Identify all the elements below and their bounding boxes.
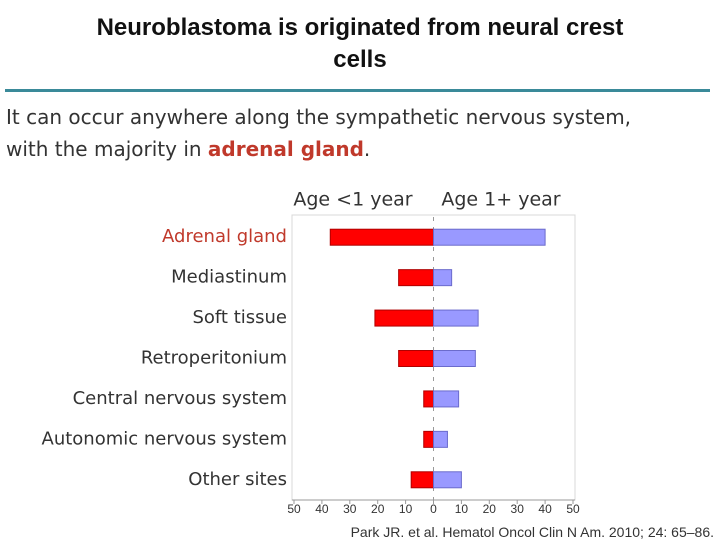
x-tick-label: 30 (511, 502, 525, 516)
title-rule (5, 89, 710, 92)
body-text-part: . (363, 137, 371, 161)
bar (398, 350, 434, 367)
x-tick-label: 10 (455, 502, 469, 516)
body-text-part: with the majority in (6, 137, 208, 161)
x-tick-label: 20 (371, 502, 385, 516)
bar (433, 350, 476, 367)
x-tick-label: 10 (399, 502, 413, 516)
x-tick-label: 40 (315, 502, 329, 516)
bar (374, 309, 435, 327)
body-text: It can occur anywhere along the sympathe… (6, 101, 631, 165)
bar (398, 269, 434, 287)
x-tick-label: 50 (287, 502, 301, 516)
bar (433, 471, 462, 489)
legend-label: Age <1 year (293, 189, 412, 211)
bar (433, 430, 448, 448)
category-label: Retroperitonium (141, 348, 287, 369)
x-tick-label: 40 (538, 502, 552, 516)
body-line: It can occur anywhere along the sympathe… (6, 105, 632, 129)
body-line: with the majority in adrenal gland. (6, 133, 631, 165)
x-tick-label: 30 (343, 502, 357, 516)
bar (410, 471, 434, 489)
citation: Park JR. et al. Hematol Oncol Clin N Am.… (350, 524, 714, 540)
bar (329, 228, 434, 246)
x-tick-label: 20 (483, 502, 497, 516)
bar (433, 228, 546, 246)
category-label: Soft tissue (192, 307, 287, 328)
bar (433, 390, 460, 408)
bar (433, 269, 453, 287)
bar (433, 309, 479, 327)
x-tick-label: 50 (566, 502, 580, 516)
body-highlight: adrenal gland (207, 137, 364, 161)
bar (423, 390, 434, 408)
slide-title: Neuroblastoma is originated from neural … (96, 14, 624, 73)
category-label: Mediastinum (171, 267, 287, 288)
x-tick-label: 0 (430, 502, 437, 516)
legend-label: Age 1+ year (441, 189, 560, 211)
category-label: Central nervous system (73, 388, 287, 409)
category-label: Autonomic nervous system (42, 428, 288, 449)
category-label: Other sites (188, 469, 287, 490)
category-label: Adrenal gland (162, 226, 287, 247)
bar (423, 430, 434, 448)
